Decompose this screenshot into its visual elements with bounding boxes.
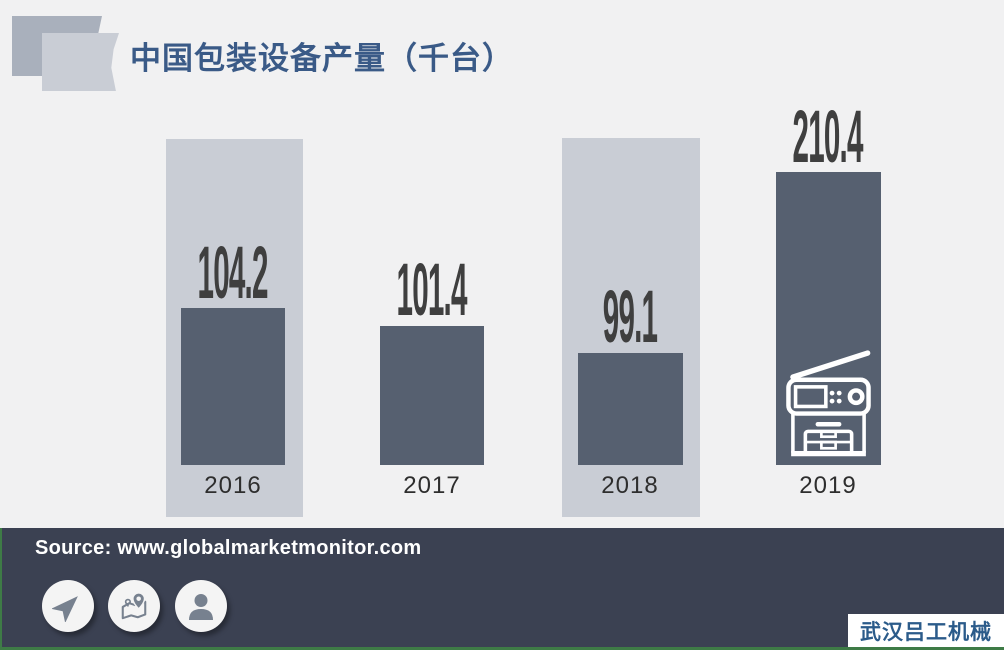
printer-icon [784, 346, 873, 458]
year-label-2019: 2019 [799, 472, 857, 499]
watermark-box: 武汉吕工机械 [848, 614, 1004, 647]
bar-2017 [380, 326, 484, 465]
footer-bar: Source: www.globalmarketmonitor.com 武汉吕工… [0, 528, 1004, 650]
source-text: Source: www.globalmarketmonitor.com [35, 537, 422, 559]
value-label-2016: 104.2 [197, 231, 269, 314]
page-title: 中国包装设备产量（千台） [130, 41, 514, 76]
watermark-text: 武汉吕工机械 [860, 620, 992, 644]
year-label-2016: 2016 [204, 472, 262, 499]
value-label-2018: 99.1 [602, 275, 658, 358]
navigation-icon [42, 580, 94, 632]
title-decoration-front-shape [42, 33, 119, 91]
year-label-2018: 2018 [601, 472, 659, 499]
bar-2018 [578, 353, 683, 465]
bar-2016 [181, 308, 285, 465]
person-icon [175, 580, 227, 632]
year-label-2017: 2017 [403, 472, 461, 499]
map-pin-icon [108, 580, 160, 632]
value-label-2019: 210.4 [792, 95, 864, 178]
value-label-2017: 101.4 [396, 248, 468, 331]
